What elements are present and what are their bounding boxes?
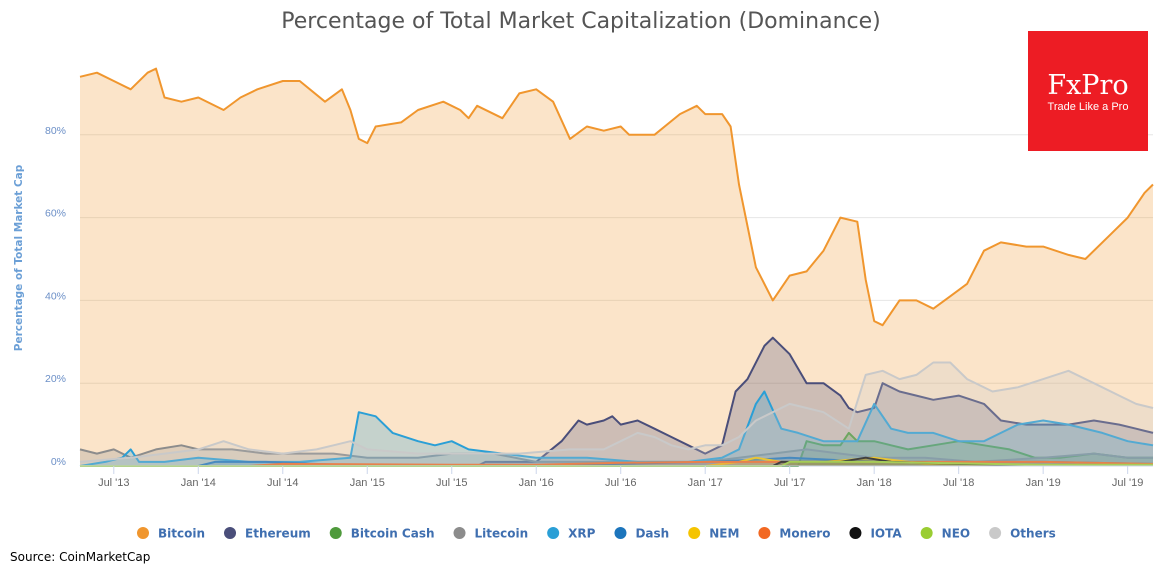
- legend-marker: [329, 527, 342, 539]
- legend-marker: [224, 527, 237, 539]
- area-iota: [80, 457, 1153, 466]
- legend-item-monero[interactable]: Monero: [758, 527, 830, 541]
- legend-label: IOTA: [870, 527, 902, 541]
- x-tick-label: Jul '18: [943, 477, 974, 489]
- x-tick-label: Jul '16: [605, 477, 636, 489]
- x-axis: Jul '13 Jan '14 Jul '14 Jan '15 Jul '15 Jan '…: [80, 465, 1153, 489]
- legend-item-others[interactable]: Others: [989, 527, 1056, 541]
- x-tick-label: Jan '15: [350, 477, 385, 489]
- line-litecoin: [79, 444, 1153, 463]
- legend-marker: [547, 527, 560, 539]
- legend-item-nem[interactable]: NEM: [688, 527, 739, 541]
- x-tick-label: Jul '14: [267, 477, 298, 489]
- x-tick-label: Jan '18: [857, 477, 892, 489]
- legend-item-xrp[interactable]: XRP: [547, 527, 596, 541]
- x-tick-label: Jan '16: [519, 477, 554, 489]
- legend-marker: [920, 527, 933, 539]
- x-tick-label: Jan '17: [688, 477, 723, 489]
- legend-item-litecoin[interactable]: Litecoin: [453, 527, 529, 541]
- x-tick-label: Jul '19: [1112, 477, 1143, 489]
- legend-marker: [849, 527, 862, 539]
- legend-label: Others: [1010, 527, 1056, 541]
- area-bitcoin: [80, 68, 1153, 466]
- x-tick-label: Jan '14: [181, 477, 216, 489]
- y-tick-label: 60%: [45, 208, 66, 220]
- legend-marker: [758, 527, 771, 539]
- legend-marker: [453, 527, 466, 539]
- legend-item-ethereum[interactable]: Ethereum: [224, 527, 311, 541]
- area-dash: [80, 457, 1153, 466]
- line-bitcoin: [79, 67, 1154, 327]
- x-tick-label: Jul '13: [98, 477, 129, 489]
- y-tick-label: 20%: [45, 373, 66, 385]
- x-tick-label: Jul '17: [774, 477, 805, 489]
- fxpro-logo: FxPro Trade Like a Pro: [1028, 31, 1148, 151]
- y-tick-label: 0%: [51, 456, 66, 468]
- line-others: [79, 361, 1154, 463]
- legend-label: Ethereum: [245, 527, 311, 541]
- legend-item-dash[interactable]: Dash: [614, 527, 669, 541]
- legend-item-bitcoin[interactable]: Bitcoin: [137, 527, 205, 541]
- legend-item-iota[interactable]: IOTA: [849, 527, 902, 541]
- legend-label: NEO: [942, 527, 970, 541]
- legend-marker: [614, 527, 627, 539]
- legend: Bitcoin Ethereum Bitcoin Cash Litecoin XRP Da…: [137, 527, 1056, 541]
- legend-label: Bitcoin Cash: [351, 527, 435, 541]
- source-note: Source: CoinMarketCap: [10, 550, 150, 564]
- legend-marker: [688, 527, 701, 539]
- legend-label: Dash: [635, 527, 669, 541]
- legend-marker: [989, 527, 1002, 539]
- legend-label: Bitcoin: [158, 527, 205, 541]
- legend-label: NEM: [709, 527, 739, 541]
- y-tick-label: 40%: [45, 290, 66, 302]
- x-tick-label: Jul '15: [436, 477, 467, 489]
- legend-label: XRP: [568, 527, 595, 541]
- chart-title: Percentage of Total Market Capitalizatio…: [281, 9, 880, 34]
- area-ethereum: [80, 337, 1153, 466]
- fxpro-logo-wordmark: FxPro: [1047, 70, 1128, 101]
- legend-marker: [137, 527, 149, 539]
- fxpro-logo-background: [1028, 31, 1148, 151]
- y-axis-title: Percentage of Total Market Cap: [13, 164, 25, 351]
- series-areas: [79, 67, 1154, 467]
- line-monero: [80, 460, 1154, 467]
- area-others: [80, 362, 1153, 466]
- legend-item-neo[interactable]: NEO: [920, 527, 970, 541]
- legend-item-bitcoin-cash[interactable]: Bitcoin Cash: [329, 527, 435, 541]
- line-bitcoin-cash: [80, 431, 1153, 467]
- legend-label: Litecoin: [475, 527, 529, 541]
- area-xrp: [80, 391, 1153, 466]
- fxpro-logo-tagline: Trade Like a Pro: [1048, 101, 1129, 113]
- line-ethereum: [80, 336, 1154, 467]
- y-tick-label: 80%: [45, 125, 66, 137]
- y-axis: 0% 20% 40% 60% 80%: [45, 125, 66, 468]
- legend-label: Monero: [779, 527, 830, 541]
- x-tick-label: Jan '19: [1026, 477, 1061, 489]
- line-neo: [80, 460, 1153, 467]
